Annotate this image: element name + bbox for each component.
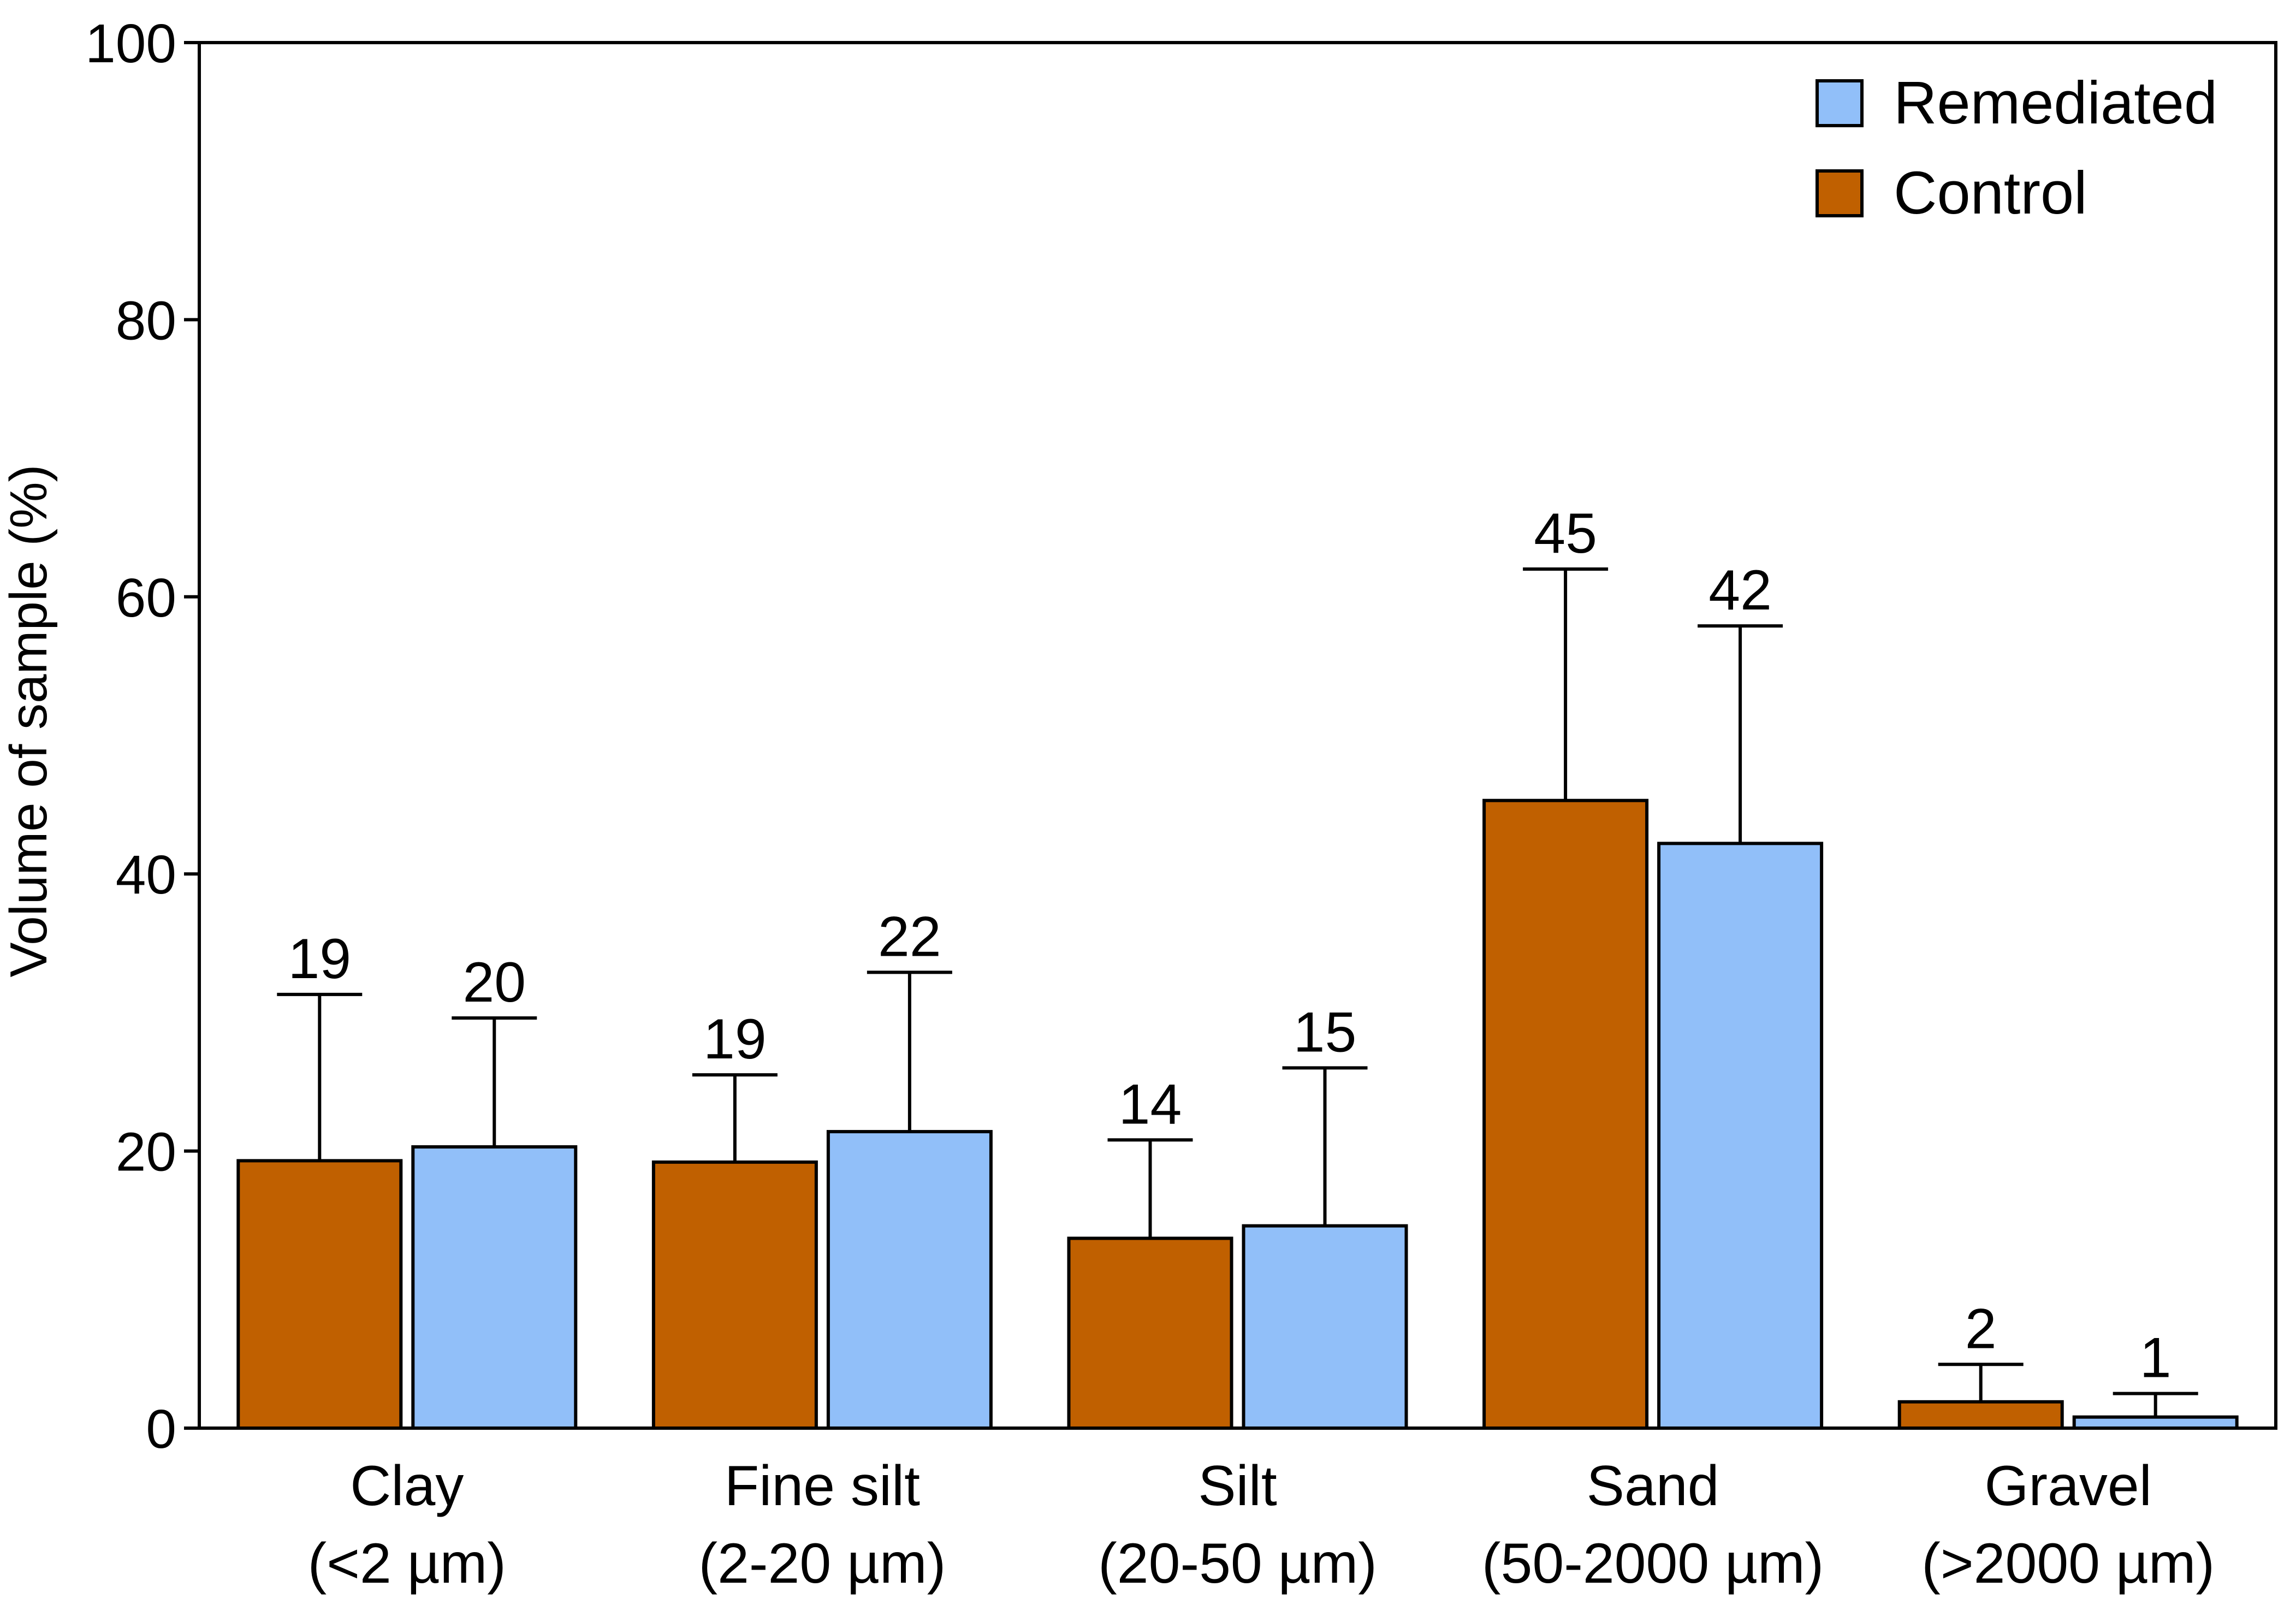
x-category-label: Clay (350, 1454, 464, 1518)
bar-remediated-4 (2072, 1415, 2239, 1430)
data-label: 15 (1294, 1001, 1357, 1064)
data-label: 20 (462, 951, 526, 1014)
legend-swatch-remediated (1816, 79, 1864, 127)
data-label: 14 (1119, 1073, 1182, 1136)
y-tick-label: 40 (116, 844, 176, 905)
bar-remediated-1 (826, 1130, 993, 1430)
y-axis-title: Volume of sample (%) (0, 464, 58, 977)
data-label: 19 (703, 1008, 767, 1071)
y-tick-label: 100 (85, 13, 176, 74)
data-label: 42 (1708, 559, 1772, 622)
x-category-label: Fine silt (725, 1454, 920, 1518)
legend: Remediated Control (1816, 69, 2217, 227)
x-axis: Clay (<2 µm) Fine silt (2-20 µm) Silt (20-50 … (308, 1454, 2215, 1595)
bar-remediated-2 (1242, 1224, 1408, 1430)
bar-control-3 (1482, 798, 1649, 1430)
x-category-range-label: (<2 µm) (308, 1532, 506, 1595)
data-label: 1 (2140, 1327, 2172, 1390)
plot-area (198, 41, 2277, 1430)
legend-label-remediated: Remediated (1894, 69, 2217, 137)
x-category-range-label: (50-2000 µm) (1482, 1532, 1824, 1595)
x-category-label: Silt (1198, 1454, 1277, 1518)
y-tick-label: 60 (116, 567, 176, 629)
y-axis: 0 20 40 60 80 100 (85, 13, 199, 1460)
data-label: 19 (288, 927, 351, 991)
x-category-range-label: (20-50 µm) (1098, 1532, 1377, 1595)
data-label: 2 (1965, 1297, 1997, 1360)
data-label: 22 (878, 905, 941, 968)
legend-label-control: Control (1894, 159, 2087, 227)
plot-frame (198, 41, 2277, 1430)
y-tick-label: 20 (116, 1122, 176, 1183)
bar-control-4 (1897, 1400, 2064, 1430)
bar-remediated-0 (411, 1145, 578, 1430)
x-category-range-label: (>2000 µm) (1921, 1532, 2215, 1595)
x-category-label: Gravel (1985, 1454, 2152, 1518)
x-category-range-label: (2-20 µm) (698, 1532, 946, 1595)
bar-control-1 (651, 1160, 818, 1430)
legend-swatch-control (1816, 169, 1864, 217)
bars (236, 798, 2239, 1430)
y-tick-label: 80 (116, 290, 176, 351)
data-labels: 19 20 19 22 14 15 45 42 2 1 (288, 502, 2171, 1390)
x-category-label: Sand (1587, 1454, 1719, 1518)
bar-remediated-3 (1657, 842, 1824, 1430)
error-bars (277, 567, 2198, 1417)
y-tick-label: 0 (146, 1399, 176, 1460)
data-label: 45 (1534, 502, 1597, 565)
bar-control-0 (236, 1159, 403, 1430)
bar-control-2 (1067, 1236, 1233, 1430)
